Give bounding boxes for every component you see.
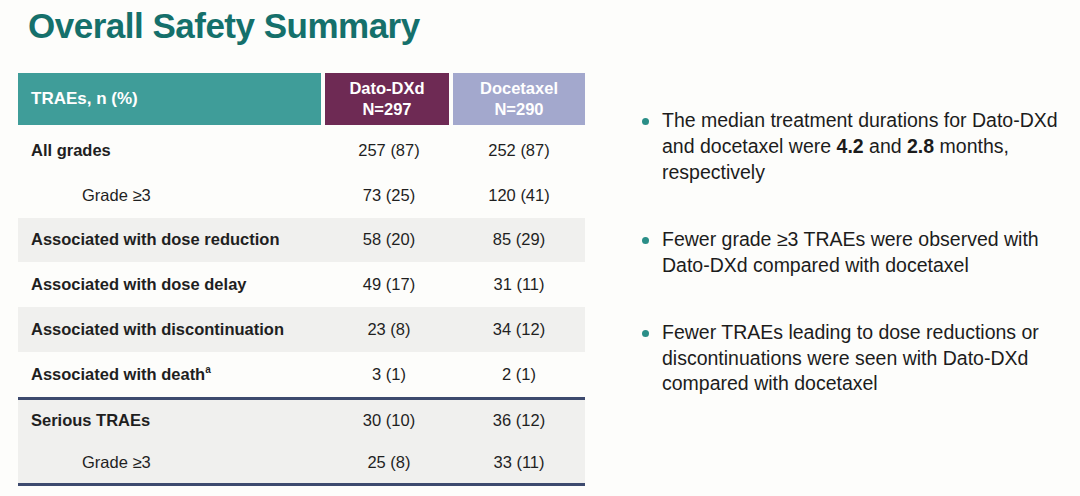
dato-value: 23 (8) xyxy=(325,320,453,339)
row-label-text: Associated with death xyxy=(31,365,205,383)
dato-value: 73 (25) xyxy=(325,186,453,205)
row-label: Grade ≥3 xyxy=(18,186,325,205)
bullet-fewer-traes: Fewer TRAEs leading to dose reductions o… xyxy=(642,320,1070,398)
docetaxel-value: 34 (12) xyxy=(453,320,585,339)
bullet-text: Fewer grade ≥3 TRAEs were observed with … xyxy=(662,227,1070,279)
row-label: Associated with dose reduction xyxy=(18,230,325,249)
table-row-serious-grade3: Grade ≥3 25 (8) 33 (11) xyxy=(18,441,585,486)
table-row-serious-traes: Serious TRAEs 30 (10) 36 (12) xyxy=(18,397,585,442)
table-row-dose-delay: Associated with dose delay 49 (17) 31 (1… xyxy=(18,262,585,307)
table-row-all-grades: All grades 257 (87) 252 (87) xyxy=(18,128,585,173)
table-header-row: TRAEs, n (%) Dato-DXd N=297 Docetaxel N=… xyxy=(18,73,585,125)
bullet-icon xyxy=(642,330,649,337)
bullet-text: Fewer TRAEs leading to dose reductions o… xyxy=(662,320,1070,398)
header-cell-traes: TRAEs, n (%) xyxy=(18,73,321,125)
docetaxel-name: Docetaxel xyxy=(480,78,558,99)
row-label: Serious TRAEs xyxy=(18,411,325,430)
slide: Overall Safety Summary TRAEs, n (%) Dato… xyxy=(0,0,1080,496)
safety-summary-table: TRAEs, n (%) Dato-DXd N=297 Docetaxel N=… xyxy=(18,73,585,486)
docetaxel-value: 120 (41) xyxy=(453,186,585,205)
bullet-text: The median treatment durations for Dato-… xyxy=(662,108,1070,186)
footnote-marker: a xyxy=(205,364,211,375)
docetaxel-value: 31 (11) xyxy=(453,275,585,294)
docetaxel-n: N=290 xyxy=(494,99,543,120)
bold-value: 2.8 xyxy=(907,135,934,157)
dato-dxd-name: Dato-DXd xyxy=(349,78,424,99)
header-cell-dato-dxd: Dato-DXd N=297 xyxy=(325,73,449,125)
bold-value: 4.2 xyxy=(837,135,864,157)
docetaxel-value: 36 (12) xyxy=(453,411,585,430)
summary-bullets: The median treatment durations for Dato-… xyxy=(642,108,1070,438)
dato-value: 257 (87) xyxy=(325,141,453,160)
table-row-dose-reduction: Associated with dose reduction 58 (20) 8… xyxy=(18,218,585,263)
bullet-fewer-grade3: Fewer grade ≥3 TRAEs were observed with … xyxy=(642,227,1070,279)
bullet-treatment-duration: The median treatment durations for Dato-… xyxy=(642,108,1070,186)
row-label: Associated with discontinuation xyxy=(18,320,325,339)
bullet-text-segment: and xyxy=(864,135,907,157)
dato-value: 30 (10) xyxy=(325,411,453,430)
row-label: All grades xyxy=(18,141,325,160)
dato-value: 25 (8) xyxy=(325,453,453,472)
dato-dxd-n: N=297 xyxy=(362,99,411,120)
row-label: Grade ≥3 xyxy=(18,453,325,472)
docetaxel-value: 252 (87) xyxy=(453,141,585,160)
dato-value: 3 (1) xyxy=(325,365,453,384)
bullet-icon xyxy=(642,237,649,244)
table-row-discontinuation: Associated with discontinuation 23 (8) 3… xyxy=(18,307,585,352)
row-label: Associated with dose delay xyxy=(18,275,325,294)
table-row-death: Associated with deatha 3 (1) 2 (1) xyxy=(18,352,585,397)
dato-value: 49 (17) xyxy=(325,275,453,294)
row-label: Associated with deatha xyxy=(18,364,325,384)
docetaxel-value: 2 (1) xyxy=(453,365,585,384)
table-row-all-grades-grade3: Grade ≥3 73 (25) 120 (41) xyxy=(18,173,585,218)
docetaxel-value: 85 (29) xyxy=(453,230,585,249)
bullet-icon xyxy=(642,118,649,125)
page-title: Overall Safety Summary xyxy=(28,6,420,46)
docetaxel-value: 33 (11) xyxy=(453,453,585,472)
dato-value: 58 (20) xyxy=(325,230,453,249)
header-cell-docetaxel: Docetaxel N=290 xyxy=(453,73,585,125)
